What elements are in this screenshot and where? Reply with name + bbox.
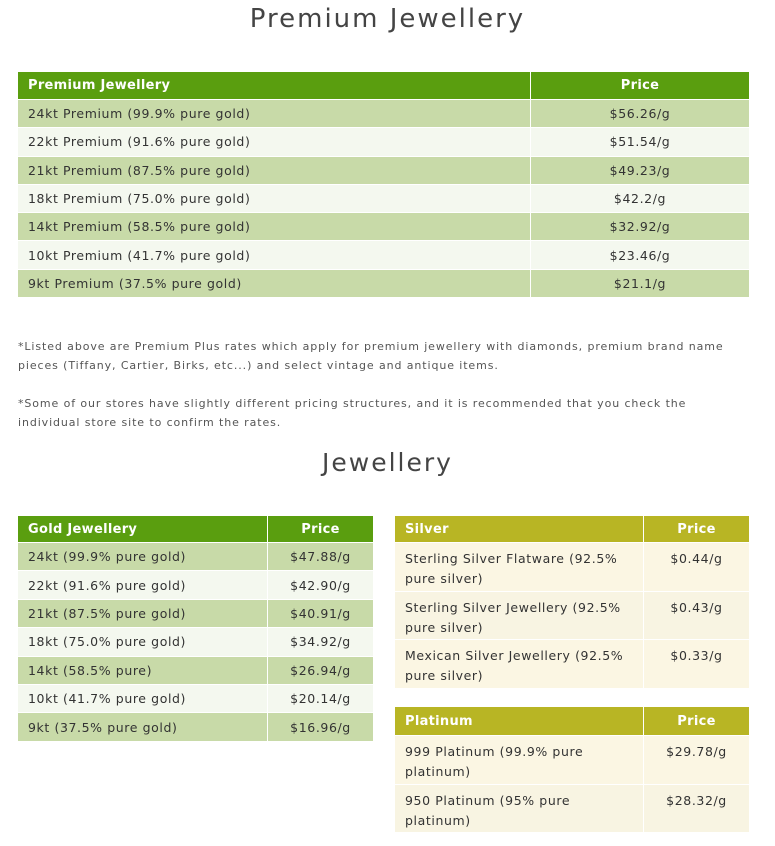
table-row: 18kt (75.0% pure gold) $34.92/g xyxy=(18,628,373,657)
table-row: 22kt Premium (91.6% pure gold) $51.54/g xyxy=(18,128,749,157)
table-row: 950 Platinum (95% pure platinum) $28.32/g xyxy=(395,784,749,833)
platinum-table: Platinum Price 999 Platinum (99.9% pure pl… xyxy=(395,707,749,833)
header-row: Platinum Price xyxy=(395,707,749,736)
table-row: 18kt Premium (75.0% pure gold) $42.2/g xyxy=(18,184,749,214)
price-cell: $16.96/g xyxy=(267,713,373,741)
header-cell: Gold Jewellery xyxy=(28,521,138,537)
price-cell: $34.92/g xyxy=(267,628,373,656)
item-cell: 10kt Premium (41.7% pure gold) xyxy=(28,247,251,263)
price-cell: $49.23/g xyxy=(530,156,749,184)
table-row: 9kt (37.5% pure gold) $16.96/g xyxy=(18,713,373,742)
table-row: 14kt Premium (58.5% pure gold) $32.92/g xyxy=(18,213,749,242)
premium-table: Premium Jewellery Price 24kt Premium (99.9… xyxy=(18,72,749,299)
item-cell: 9kt (37.5% pure gold) xyxy=(28,719,178,735)
item-cell: 24kt Premium (99.9% pure gold) xyxy=(28,106,251,122)
note: *Some of our stores have slightly differ… xyxy=(18,397,687,429)
price-cell: $47.88/g xyxy=(267,543,373,571)
table-row: 999 Platinum (99.9% pure platinum) $29.78… xyxy=(395,736,749,785)
price-cell: $28.32/g xyxy=(643,784,749,832)
price-cell: $42.2/g xyxy=(530,184,749,213)
price-cell: $0.43/g xyxy=(643,591,749,640)
item-cell: Sterling Silver Jewellery (92.5% pure si… xyxy=(405,599,621,635)
header-cell: Premium Jewellery xyxy=(28,78,171,93)
silver-table: Silver Price Sterling Silver Flatware (92.… xyxy=(395,516,749,690)
item-cell: 9kt Premium (37.5% pure gold) xyxy=(28,275,242,291)
item-cell: 10kt (41.7% pure gold) xyxy=(28,691,187,707)
price-cell: $21.1/g xyxy=(530,269,749,298)
price-cell: $40.91/g xyxy=(267,599,373,628)
table-row: 24kt Premium (99.9% pure gold) $56.26/g xyxy=(18,100,749,129)
header-row: Silver Price xyxy=(395,516,749,543)
item-cell: 24kt (99.9% pure gold) xyxy=(28,549,187,565)
table-row: 24kt (99.9% pure gold) $47.88/g xyxy=(18,543,373,572)
table-row: Mexican Silver Jewellery (92.5% pure sil… xyxy=(395,640,749,690)
price-cell: $0.33/g xyxy=(643,640,749,689)
table-row: 22kt (91.6% pure gold) $42.90/g xyxy=(18,571,373,600)
item-cell: 18kt (75.0% pure gold) xyxy=(28,634,187,650)
table-row: 10kt (41.7% pure gold) $20.14/g xyxy=(18,684,373,714)
item-cell: 14kt Premium (58.5% pure gold) xyxy=(28,219,251,235)
header-cell: Platinum xyxy=(405,713,473,729)
table-row: 21kt Premium (87.5% pure gold) $49.23/g xyxy=(18,156,749,185)
item-cell: 18kt Premium (75.0% pure gold) xyxy=(28,191,251,207)
table-row: 21kt (87.5% pure gold) $40.91/g xyxy=(18,599,373,629)
item-cell: 999 Platinum (99.9% pure platinum) xyxy=(405,744,584,779)
header-cell: Price xyxy=(643,516,749,542)
price-cell: $51.54/g xyxy=(530,128,749,156)
header-cell: Price xyxy=(530,72,749,99)
item-cell: Sterling Silver Flatware (92.5% pure sil… xyxy=(405,551,618,586)
page-title: Premium Jewellery xyxy=(249,4,526,34)
table-row: 9kt Premium (37.5% pure gold) $21.1/g xyxy=(18,269,749,299)
header-row: Gold Jewellery Price xyxy=(18,516,373,543)
item-cell: 950 Platinum (95% pure platinum) xyxy=(405,792,571,828)
table-row: 10kt Premium (41.7% pure gold) $23.46/g xyxy=(18,241,749,270)
header-cell: Price xyxy=(643,707,749,735)
price-cell: $26.94/g xyxy=(267,656,373,684)
price-cell: $56.26/g xyxy=(530,100,749,128)
item-cell: 22kt Premium (91.6% pure gold) xyxy=(28,134,251,150)
note: *Listed above are Premium Plus rates whi… xyxy=(18,340,724,372)
header-row: Premium Jewellery Price xyxy=(18,72,749,100)
item-cell: 21kt (87.5% pure gold) xyxy=(28,605,187,621)
price-cell: $20.14/g xyxy=(267,684,373,713)
header-cell: Silver xyxy=(405,521,449,537)
table-row: 14kt (58.5% pure) $26.94/g xyxy=(18,656,373,685)
price-cell: $29.78/g xyxy=(643,736,749,784)
price-cell: $23.46/g xyxy=(530,241,749,269)
table-row: Sterling Silver Flatware (92.5% pure sil… xyxy=(395,543,749,592)
section-title: Jewellery xyxy=(322,448,453,477)
price-cell: $42.90/g xyxy=(267,571,373,599)
item-cell: 22kt (91.6% pure gold) xyxy=(28,577,187,593)
gold-table: Gold Jewellery Price 24kt (99.9% pure gold… xyxy=(18,516,373,742)
price-cell: $0.44/g xyxy=(643,543,749,591)
item-cell: 14kt (58.5% pure) xyxy=(28,662,153,678)
price-cell: $32.92/g xyxy=(530,213,749,241)
item-cell: 21kt Premium (87.5% pure gold) xyxy=(28,162,251,178)
item-cell: Mexican Silver Jewellery (92.5% pure sil… xyxy=(405,648,624,684)
header-cell: Price xyxy=(267,516,373,542)
table-row: Sterling Silver Jewellery (92.5% pure si… xyxy=(395,591,749,641)
